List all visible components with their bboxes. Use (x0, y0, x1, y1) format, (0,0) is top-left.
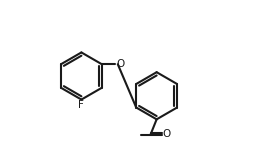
Text: O: O (116, 59, 125, 69)
Text: F: F (78, 100, 84, 110)
Text: O: O (163, 129, 171, 139)
